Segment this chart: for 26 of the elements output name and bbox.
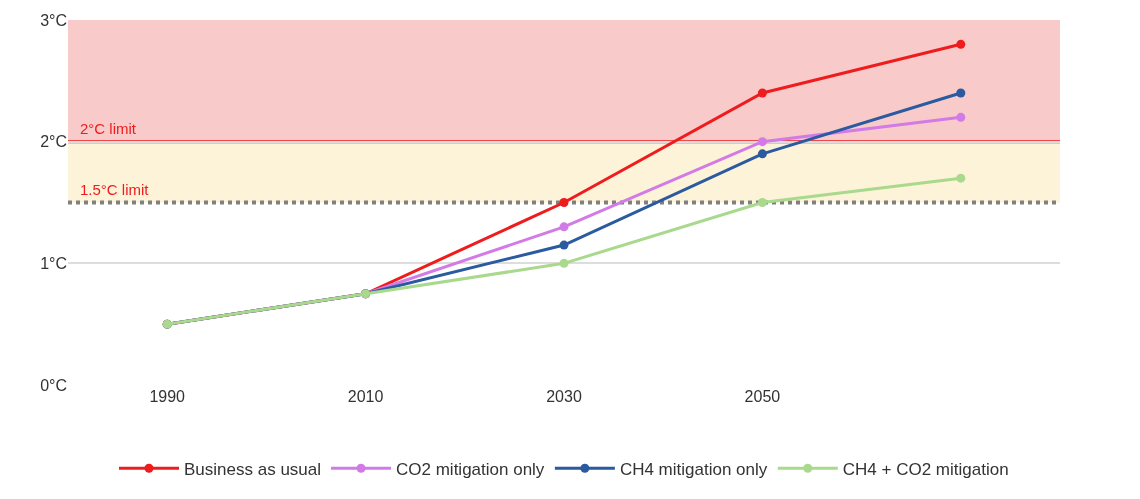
x-tick-label: 2010 bbox=[347, 388, 384, 405]
x-tick-label: 2030 bbox=[546, 388, 582, 405]
point bbox=[956, 173, 966, 183]
legend-label: Business as usual bbox=[184, 459, 322, 479]
y-tick-label: 0°C bbox=[40, 376, 67, 394]
point bbox=[757, 88, 767, 98]
x-tick-label: 1990 bbox=[149, 388, 186, 405]
point bbox=[956, 39, 966, 49]
legend-label: CH4 + CO2 mitigation bbox=[842, 459, 1009, 479]
point bbox=[559, 198, 569, 207]
point bbox=[757, 198, 767, 207]
legend-label: CO2 mitigation only bbox=[396, 459, 545, 479]
point bbox=[956, 88, 966, 98]
legend-label: CH4 mitigation only bbox=[619, 459, 768, 479]
point bbox=[757, 137, 767, 147]
y-tick-label: 1°C bbox=[40, 254, 67, 272]
point bbox=[559, 240, 569, 250]
y-tick-label: 3°C bbox=[40, 11, 67, 29]
point bbox=[559, 222, 569, 232]
y-tick-label: 2°C bbox=[40, 133, 67, 151]
ref-line-label: 1.5°C limit bbox=[80, 181, 150, 198]
ref-line-label: 2°C limit bbox=[80, 120, 137, 137]
point bbox=[559, 258, 569, 268]
point bbox=[757, 149, 767, 159]
point bbox=[956, 112, 966, 122]
x-tick-label: 2050 bbox=[744, 388, 781, 405]
